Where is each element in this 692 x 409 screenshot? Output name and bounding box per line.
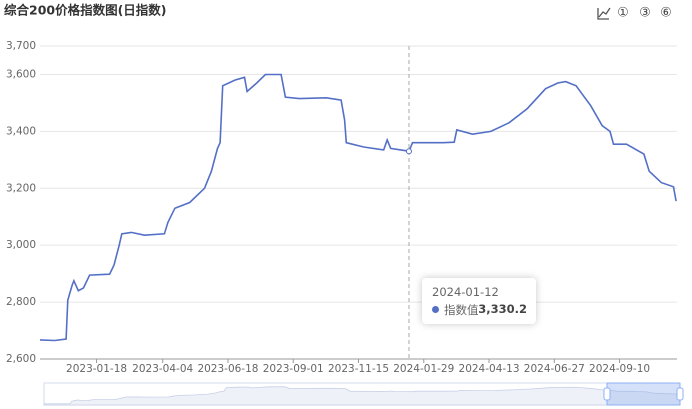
toolbar-button[interactable]: ① <box>617 6 629 21</box>
line-icon[interactable] <box>597 7 611 20</box>
tooltip-value: 3,330.2 <box>478 302 527 316</box>
x-tick-label: 2023-04-04 <box>132 363 193 375</box>
x-tick-label: 2023-09-01 <box>263 363 324 375</box>
x-tick-label: 2023-06-18 <box>197 363 258 375</box>
tooltip-title: 2024-01-12 <box>432 285 499 299</box>
toolbar-button[interactable]: ⑥ <box>660 6 672 21</box>
x-tick-label: 2023-01-18 <box>66 363 127 375</box>
y-tick-label: 3,700 <box>6 40 36 52</box>
tooltip-point <box>405 148 412 155</box>
x-tick-label: 2024-06-27 <box>524 363 585 375</box>
line <box>39 73 677 342</box>
toolbar: ① ③ ⑥ <box>597 6 672 21</box>
y-tick-label: 3,600 <box>6 68 36 80</box>
y-tick-label: 3,200 <box>6 182 36 194</box>
x-tick-label: 2024-01-29 <box>393 363 454 375</box>
zoom-selection <box>606 382 681 406</box>
y-tick-label: 2,600 <box>6 353 36 365</box>
x-tick-label: 2023-11-15 <box>328 363 389 375</box>
tooltip-series: 指数值 <box>444 303 479 317</box>
y-tick-label: 2,800 <box>6 296 36 308</box>
y-tick-label: 3,000 <box>6 239 36 251</box>
zoom-handle[interactable] <box>603 387 611 401</box>
x-tick-label: 2024-09-10 <box>589 363 650 375</box>
tooltip: 2024-01-12 指数值 3,330.2 <box>422 278 536 324</box>
chart-title: 综合200价格指数图(日指数) <box>4 3 167 18</box>
x-tick-label: 2024-04-13 <box>459 363 520 375</box>
tooltip-dot <box>432 306 439 313</box>
zoom-handle[interactable] <box>676 387 684 401</box>
toolbar-button[interactable]: ③ <box>639 6 651 21</box>
y-tick-label: 3,400 <box>6 125 36 137</box>
